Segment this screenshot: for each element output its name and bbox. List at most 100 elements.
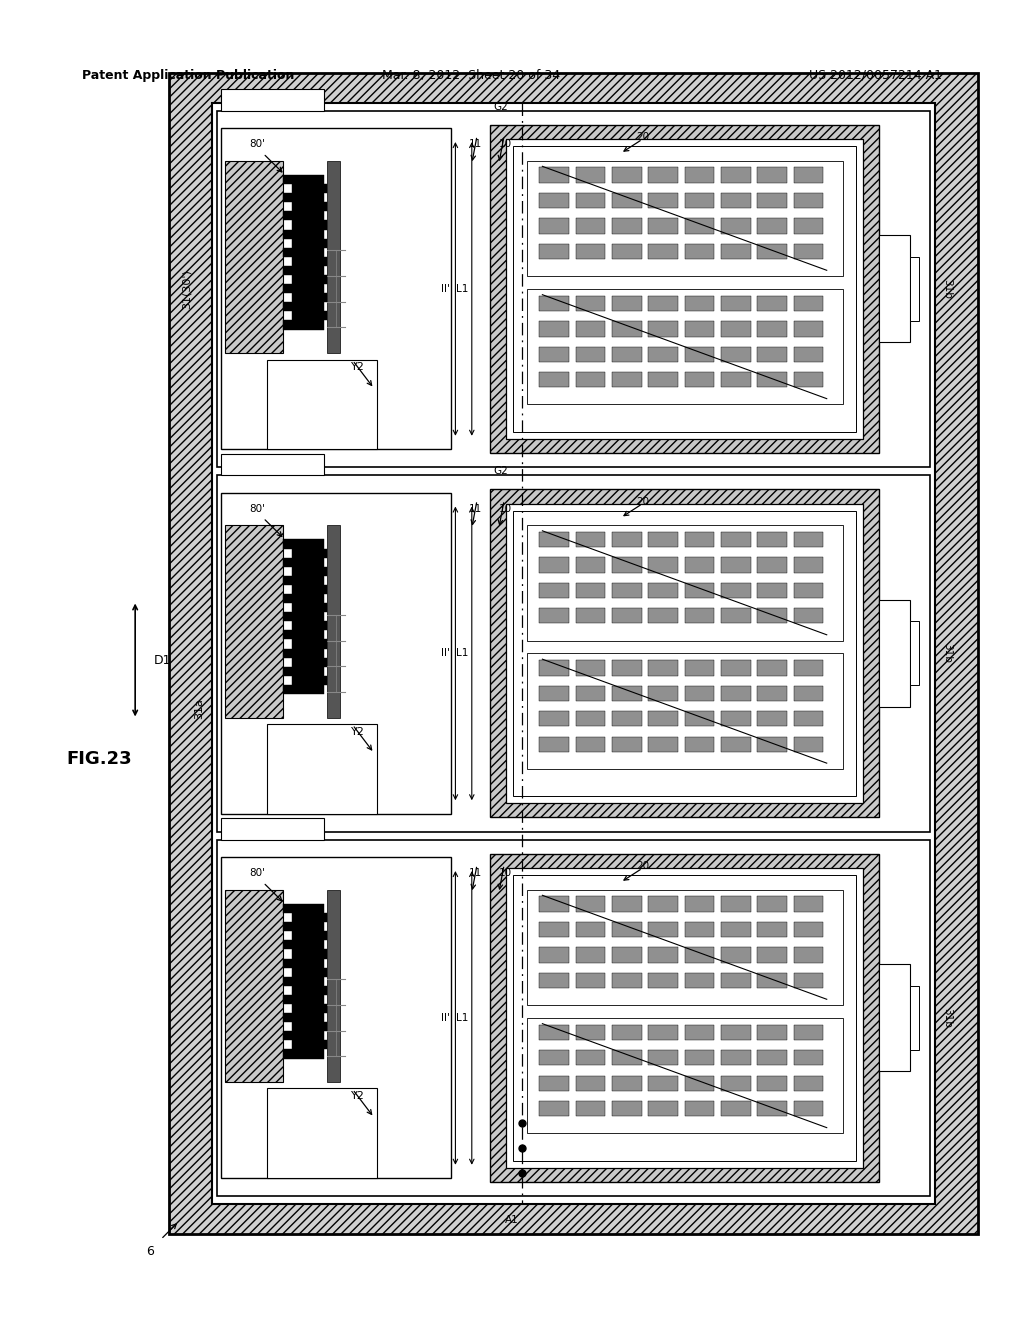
Bar [757, 218, 787, 234]
Bar [721, 660, 751, 676]
Bar [794, 921, 823, 937]
Bar [266, 723, 377, 814]
Bar [721, 347, 751, 362]
Bar [540, 1101, 569, 1117]
Bar [575, 168, 605, 182]
Bar [292, 676, 327, 685]
Bar [648, 711, 678, 726]
Bar [575, 218, 605, 234]
Bar [575, 896, 605, 912]
Bar [685, 347, 715, 362]
Bar [540, 557, 569, 573]
Bar [292, 183, 327, 193]
Bar [575, 711, 605, 726]
Bar [283, 667, 325, 676]
Bar [685, 193, 715, 209]
Bar [283, 995, 325, 1005]
Bar [575, 1024, 605, 1040]
Bar [685, 583, 715, 598]
Bar [540, 948, 569, 962]
Bar [612, 347, 642, 362]
Text: 11: 11 [469, 139, 482, 149]
Bar [648, 296, 678, 312]
Bar [575, 532, 605, 548]
Bar [685, 660, 715, 676]
Bar [612, 948, 642, 962]
Bar [292, 657, 327, 667]
Bar [757, 321, 787, 337]
Bar [612, 321, 642, 337]
Bar [721, 532, 751, 548]
Text: Y2: Y2 [351, 1092, 365, 1101]
Bar [757, 1051, 787, 1065]
Text: 11: 11 [469, 869, 482, 878]
Bar [225, 525, 283, 718]
Text: 6: 6 [145, 1245, 154, 1258]
Bar [794, 532, 823, 548]
Bar [283, 940, 325, 949]
Bar [612, 218, 642, 234]
Bar [757, 1024, 787, 1040]
Bar [540, 921, 569, 937]
Bar [327, 890, 340, 1082]
Bar [612, 244, 642, 259]
Bar [648, 244, 678, 259]
Bar [721, 973, 751, 987]
Bar [513, 147, 856, 432]
Bar [540, 1024, 569, 1040]
Bar [648, 532, 678, 548]
Bar [266, 359, 377, 449]
Bar [612, 557, 642, 573]
Bar [648, 372, 678, 387]
Bar [212, 103, 935, 1204]
Text: ll': ll' [441, 284, 451, 294]
Bar [685, 1101, 715, 1117]
Text: G2: G2 [494, 102, 508, 112]
Bar [794, 1024, 823, 1040]
Bar [648, 168, 678, 182]
Bar [612, 609, 642, 623]
Text: 10: 10 [499, 139, 512, 149]
Bar [540, 321, 569, 337]
Bar [757, 1101, 787, 1117]
Bar [292, 293, 327, 302]
Bar [526, 1018, 843, 1134]
Bar [292, 239, 327, 248]
Text: L1: L1 [457, 1012, 469, 1023]
Bar [757, 347, 787, 362]
Bar [292, 220, 327, 230]
Bar [540, 973, 569, 987]
Text: ll': ll' [441, 1012, 451, 1023]
Bar [540, 532, 569, 548]
Bar [540, 660, 569, 676]
Bar [794, 321, 823, 337]
Text: 80': 80' [250, 869, 265, 878]
Text: 20: 20 [636, 132, 649, 143]
Bar [292, 257, 327, 265]
Bar [513, 875, 856, 1160]
Bar [575, 1101, 605, 1117]
Bar [283, 904, 325, 913]
Bar [283, 230, 325, 239]
Bar [685, 244, 715, 259]
Bar [292, 603, 327, 612]
Bar [575, 686, 605, 701]
Bar [685, 1076, 715, 1090]
Bar [217, 111, 930, 467]
Bar [575, 973, 605, 987]
Bar [648, 896, 678, 912]
Bar [575, 296, 605, 312]
Bar [721, 583, 751, 598]
Bar [721, 686, 751, 701]
Bar [540, 686, 569, 701]
Bar [220, 90, 325, 111]
Bar [283, 1031, 325, 1040]
Bar [757, 973, 787, 987]
Bar [757, 686, 787, 701]
Bar [283, 557, 325, 566]
Bar [794, 686, 823, 701]
Bar [721, 296, 751, 312]
Bar [575, 737, 605, 752]
Text: 31(30'): 31(30') [181, 269, 191, 309]
Bar [794, 660, 823, 676]
